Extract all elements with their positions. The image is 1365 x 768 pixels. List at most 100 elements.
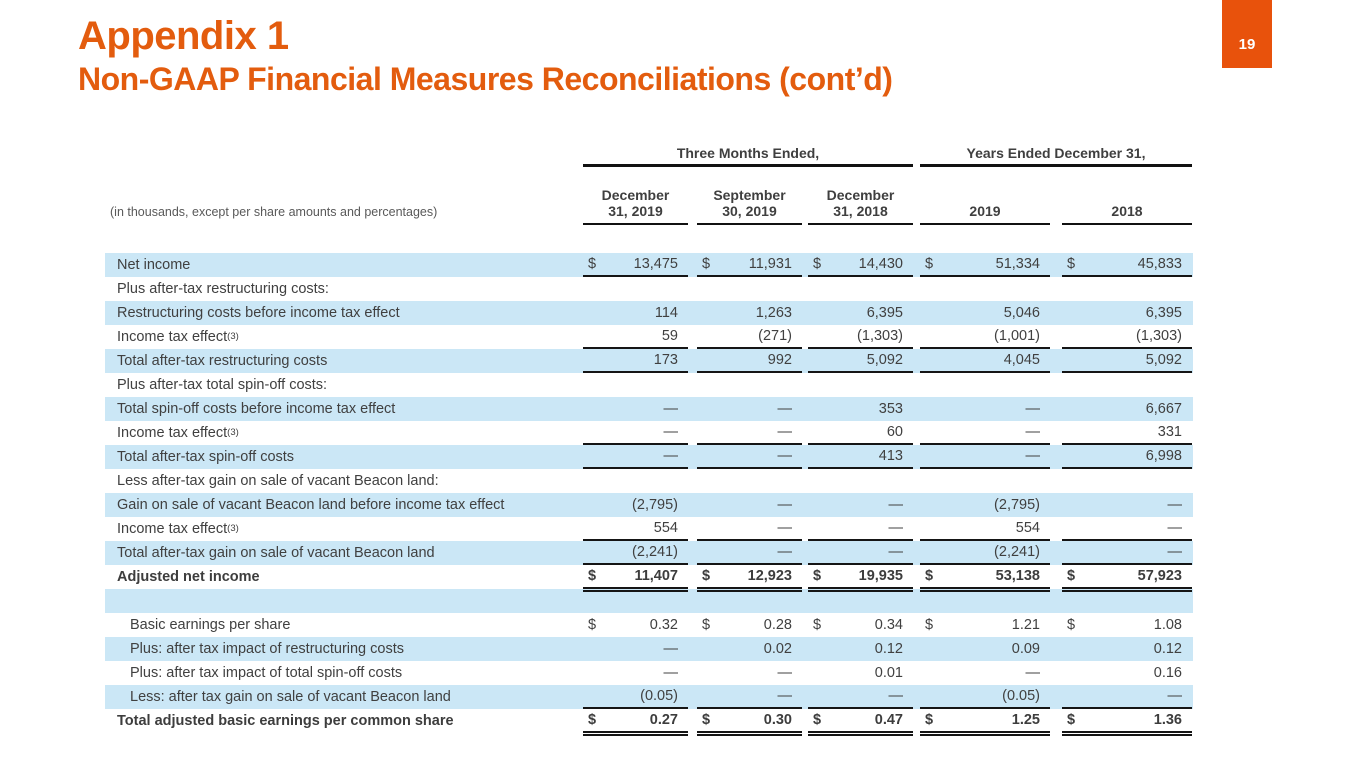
value-cell: $51,334 (920, 253, 1050, 277)
cell-value: — (1025, 448, 1041, 464)
cell-value: 1.25 (1011, 712, 1040, 728)
value-cell: 554 (583, 517, 688, 541)
value-cell: — (1062, 541, 1192, 565)
cell-value: — (1167, 520, 1183, 536)
row-label: Total spin-off costs before income tax e… (117, 401, 396, 417)
cell-value: 0.47 (874, 712, 903, 728)
currency-symbol: $ (925, 617, 934, 633)
value-cell: (271) (697, 325, 802, 349)
table-row: Adjusted net income $11,407 $12,923 $19,935… (105, 565, 1193, 592)
value-cell: 60 (808, 421, 913, 445)
currency-symbol: $ (925, 568, 934, 584)
cell-value: — (777, 448, 793, 464)
value-cell (1062, 373, 1192, 397)
value-cell: $0.30 (697, 709, 802, 736)
value-cell: 353 (808, 397, 913, 421)
value-cell: $0.32 (583, 613, 688, 637)
currency-symbol: $ (1067, 256, 1076, 272)
spacer-row (105, 589, 1193, 613)
value-cell: 0.02 (697, 637, 802, 661)
cell-value: — (1025, 424, 1041, 440)
value-cell: 554 (920, 517, 1050, 541)
cell-value: — (1025, 401, 1041, 417)
row-label: Plus: after tax impact of total spin-off… (130, 665, 403, 681)
cell-value: 51,334 (995, 256, 1040, 272)
value-cell (697, 589, 802, 613)
value-cell: — (808, 517, 913, 541)
currency-symbol: $ (1067, 617, 1076, 633)
cell-value: 0.02 (763, 641, 792, 657)
currency-symbol: $ (813, 712, 822, 728)
row-label: Total after-tax spin-off costs (117, 449, 295, 465)
currency-symbol: $ (588, 617, 597, 633)
table-row: Less: after tax gain on sale of vacant B… (105, 685, 1193, 709)
table-row: Plus after-tax restructuring costs: (105, 277, 1193, 301)
cell-value: 13,475 (633, 256, 678, 272)
table-row: Total spin-off costs before income tax e… (105, 397, 1193, 421)
table-body: Net income $13,475 $11,931 $14,430 $51,334 $4… (105, 253, 1193, 736)
cell-value: — (888, 497, 904, 513)
cell-value: 4,045 (1003, 352, 1040, 368)
currency-symbol: $ (588, 568, 597, 584)
value-cell (583, 589, 688, 613)
value-cell (1062, 589, 1192, 613)
value-cell: 114 (583, 301, 688, 325)
currency-symbol: $ (813, 256, 822, 272)
value-cell: (1,001) (920, 325, 1050, 349)
currency-symbol: $ (702, 256, 711, 272)
value-cell: — (697, 541, 802, 565)
value-cell: — (583, 445, 688, 469)
row-label: Total after-tax gain on sale of vacant B… (117, 545, 435, 561)
row-label: Plus after-tax restructuring costs: (117, 281, 329, 297)
value-cell: 5,092 (1062, 349, 1192, 373)
cell-value: 59 (661, 328, 678, 344)
cell-value: — (1167, 688, 1183, 704)
page-number-badge: 19 (1222, 0, 1272, 68)
value-cell: — (697, 517, 802, 541)
cell-value: 0.30 (763, 712, 792, 728)
cell-value: 173 (653, 352, 678, 368)
value-cell: $1.21 (920, 613, 1050, 637)
cell-value: 0.01 (874, 665, 903, 681)
slide-title-block: Appendix 1 Non-GAAP Financial Measures R… (78, 12, 893, 98)
value-cell: — (920, 445, 1050, 469)
currency-symbol: $ (1067, 568, 1076, 584)
value-cell: 0.12 (1062, 637, 1192, 661)
value-cell: — (697, 493, 802, 517)
cell-value: (1,303) (857, 328, 903, 344)
value-cell (808, 469, 913, 493)
page-subtitle: Non-GAAP Financial Measures Reconciliati… (78, 61, 893, 97)
value-cell: (0.05) (920, 685, 1050, 709)
value-cell: (1,303) (1062, 325, 1192, 349)
table-row: Income tax effect (3) — — 60 — 331 (105, 421, 1193, 445)
page-title: Appendix 1 (78, 14, 289, 58)
cell-value: 19,935 (858, 568, 903, 584)
currency-symbol: $ (588, 712, 597, 728)
value-cell: 992 (697, 349, 802, 373)
value-cell (808, 277, 913, 301)
value-cell: (2,241) (920, 541, 1050, 565)
value-cell: $0.47 (808, 709, 913, 736)
table-row: Basic earnings per share $0.32 $0.28 $0.34 $… (105, 613, 1193, 637)
value-cell: 0.16 (1062, 661, 1192, 685)
cell-value: — (777, 497, 793, 513)
value-cell: 59 (583, 325, 688, 349)
cell-value: 53,138 (995, 568, 1040, 584)
cell-value: 45,833 (1137, 256, 1182, 272)
value-cell: $0.27 (583, 709, 688, 736)
column-header-row: (in thousands, except per share amounts … (105, 169, 1193, 225)
row-label: Total adjusted basic earnings per common… (117, 713, 454, 729)
cell-value: 0.27 (649, 712, 678, 728)
table-row: Total after-tax spin-off costs — — 413 — 6,99… (105, 445, 1193, 469)
cell-value: (2,795) (632, 497, 678, 513)
value-cell: — (583, 637, 688, 661)
table-row: Plus: after tax impact of total spin-off… (105, 661, 1193, 685)
row-label: Plus: after tax impact of restructuring … (130, 641, 404, 657)
cell-value: 1.36 (1153, 712, 1182, 728)
value-cell: $1.08 (1062, 613, 1192, 637)
currency-symbol: $ (702, 712, 711, 728)
cell-value: 554 (653, 520, 678, 536)
cell-value: — (663, 401, 679, 417)
table-row: Plus after-tax total spin-off costs: (105, 373, 1193, 397)
